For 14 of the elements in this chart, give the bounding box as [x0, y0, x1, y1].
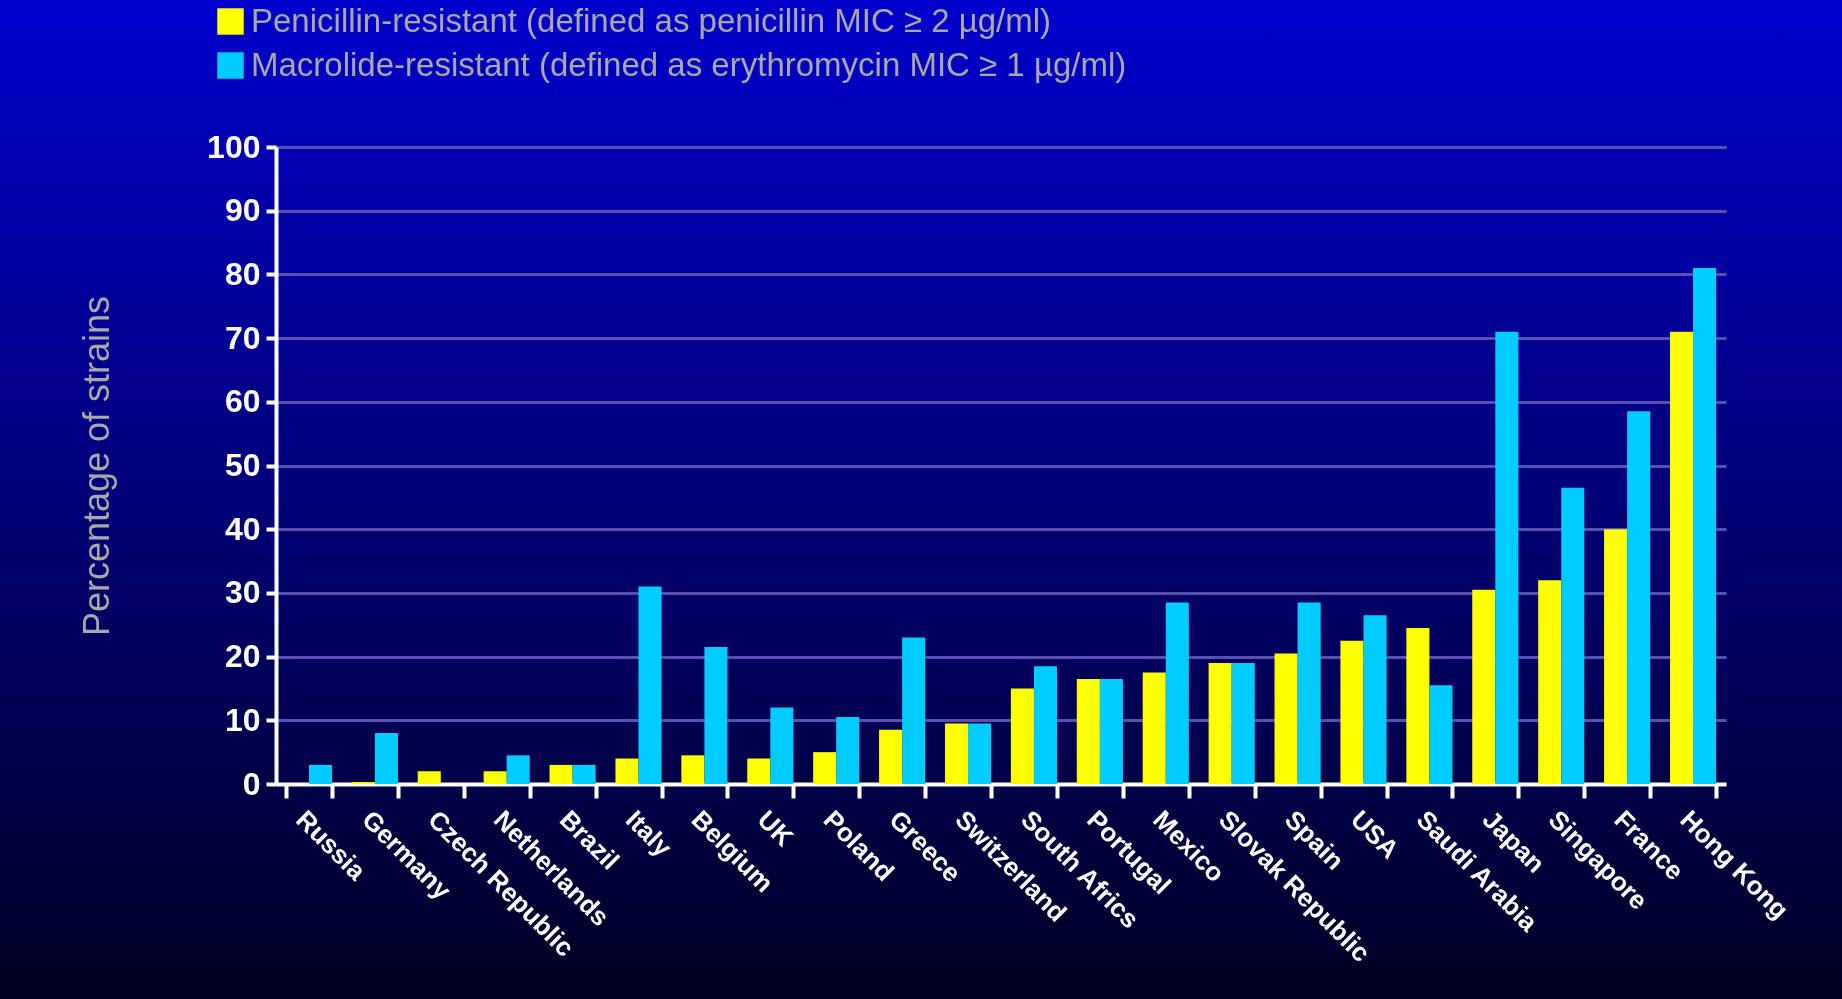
y-tick-label: 10 [224, 701, 261, 738]
y-axis-title: Percentage of strains [76, 295, 118, 637]
y-tick-label: 90 [224, 192, 261, 229]
y-tick-label: 30 [224, 574, 261, 611]
y-tick-label: 100 [207, 128, 261, 165]
y-tick-label: 60 [224, 383, 261, 420]
y-tick-label: 80 [224, 255, 261, 292]
y-tick-label: 40 [224, 510, 261, 547]
y-tick-label: 70 [224, 319, 261, 356]
y-tick-label: 0 [242, 765, 261, 802]
legend-label: Macrolide-resistant (defined as erythromycin MIC ≥ 1 µg/ml) [251, 45, 1127, 83]
legend-label: Penicillin-resistant (defined as penicillin MIC ≥ 2 µg/ml) [251, 1, 1052, 39]
y-tick-label: 20 [224, 638, 261, 675]
y-tick-label: 50 [224, 447, 261, 483]
